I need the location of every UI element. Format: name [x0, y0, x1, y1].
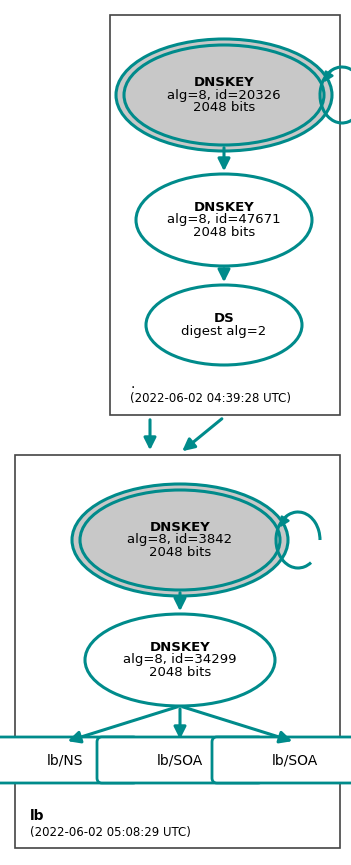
Text: 2048 bits: 2048 bits: [149, 546, 211, 559]
Text: lb/NS: lb/NS: [47, 753, 83, 767]
Ellipse shape: [85, 614, 275, 706]
Text: lb: lb: [30, 809, 45, 823]
Text: DS: DS: [214, 312, 234, 325]
Ellipse shape: [116, 39, 332, 151]
Text: (2022-06-02 05:08:29 UTC): (2022-06-02 05:08:29 UTC): [30, 826, 191, 839]
FancyBboxPatch shape: [97, 737, 263, 783]
Text: DNSKEY: DNSKEY: [194, 202, 254, 215]
Text: 2048 bits: 2048 bits: [149, 666, 211, 679]
Text: 2048 bits: 2048 bits: [193, 226, 255, 239]
Text: lb/SOA: lb/SOA: [157, 753, 203, 767]
Text: (2022-06-02 04:39:28 UTC): (2022-06-02 04:39:28 UTC): [130, 392, 291, 405]
Text: alg=8, id=47671: alg=8, id=47671: [167, 214, 281, 227]
Text: DNSKEY: DNSKEY: [150, 641, 210, 654]
FancyBboxPatch shape: [212, 737, 351, 783]
Text: alg=8, id=34299: alg=8, id=34299: [123, 653, 237, 667]
Text: lb/SOA: lb/SOA: [272, 753, 318, 767]
FancyBboxPatch shape: [0, 737, 138, 783]
Text: alg=8, id=3842: alg=8, id=3842: [127, 534, 233, 547]
Text: alg=8, id=20326: alg=8, id=20326: [167, 88, 281, 101]
Ellipse shape: [124, 45, 324, 145]
Text: .: .: [130, 377, 134, 391]
Text: DNSKEY: DNSKEY: [194, 76, 254, 89]
Text: DNSKEY: DNSKEY: [150, 521, 210, 535]
Ellipse shape: [146, 285, 302, 365]
Ellipse shape: [72, 484, 288, 596]
Text: 2048 bits: 2048 bits: [193, 101, 255, 114]
FancyBboxPatch shape: [15, 455, 340, 848]
Ellipse shape: [80, 490, 280, 590]
Ellipse shape: [136, 174, 312, 266]
Text: digest alg=2: digest alg=2: [181, 324, 267, 337]
FancyBboxPatch shape: [110, 15, 340, 415]
